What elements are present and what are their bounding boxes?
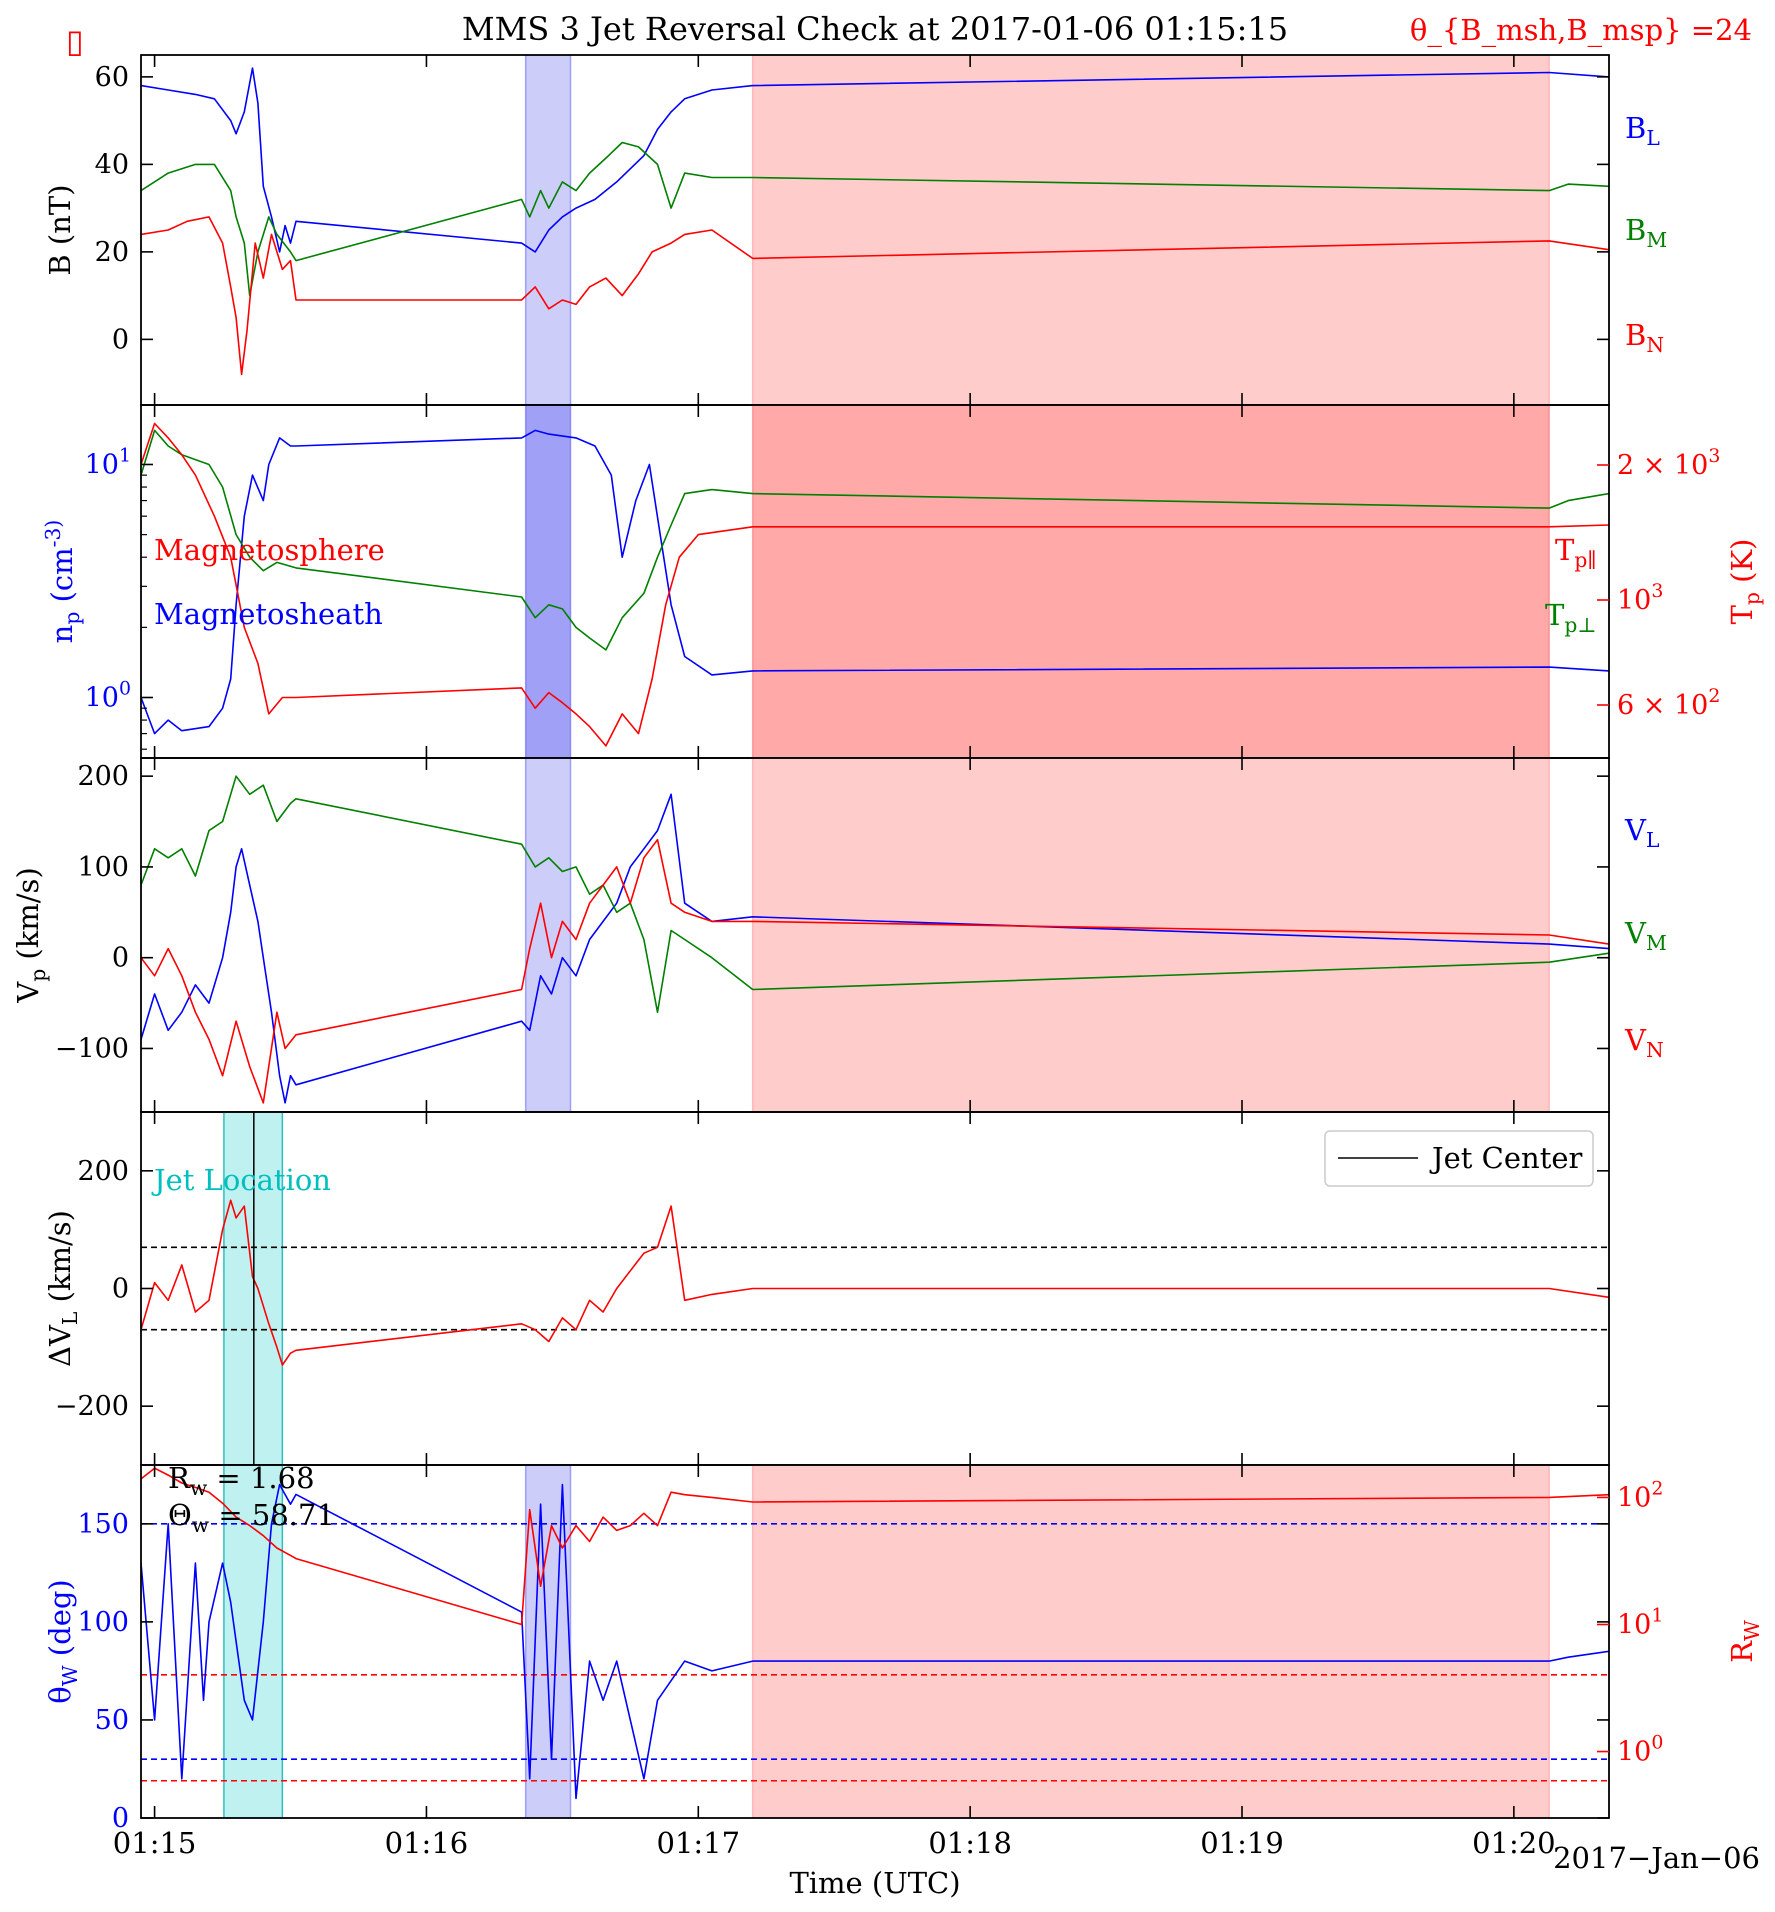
- annotation-thetaw: Θw = 58.71: [168, 1498, 335, 1537]
- annotation-rw: Rw = 1.68: [168, 1461, 315, 1500]
- y2-tick-label: 6 × 102: [1617, 685, 1720, 721]
- series-VL-line: [141, 1199, 1609, 1366]
- series-label-Tpar: Tp∥: [1555, 533, 1597, 572]
- top-left-glyph: ▯: [66, 22, 84, 60]
- y-tick-label: 0: [112, 324, 129, 355]
- x-axis-label: Time (UTC): [789, 1866, 960, 1900]
- y-axis-label: θW (deg): [43, 1579, 82, 1703]
- series-BN-line: [141, 216, 1609, 376]
- series-W-line: [141, 1483, 1609, 1800]
- x-tick-label: 01:15: [113, 1826, 197, 1860]
- series-label-VN: VN: [1624, 1023, 1664, 1062]
- y-tick-label: −200: [55, 1391, 129, 1422]
- shaded-interval: [751, 1465, 1550, 1818]
- plot-area: [141, 405, 1609, 758]
- panel-theta_R: 0 50 100 150 θW (deg) RW 100 101 102: [43, 1464, 1764, 1834]
- series-np-line: [141, 429, 1609, 735]
- shaded-interval: [524, 405, 572, 758]
- panel-n_T: 100 101 np (cm-3) Tp (K) 2 × 103 103 6 × 102: [41, 404, 1764, 759]
- x-tick-label: 01:18: [928, 1826, 1012, 1860]
- shaded-interval: [751, 55, 1550, 405]
- y-axis-label: Vp (km/s): [11, 867, 50, 1004]
- series-label-Tperp: Tp⊥: [1545, 598, 1596, 637]
- x-tick-label: 01:16: [385, 1826, 469, 1860]
- top-right-annotation: θ_{B_msh,B_msp} =24: [1410, 13, 1752, 48]
- panel-frame: [140, 1464, 1610, 1819]
- y-tick-label: 0: [112, 1274, 129, 1305]
- y-tick-label: 0: [112, 1803, 129, 1834]
- y-tick-label: 101: [85, 444, 131, 480]
- series-BM-line: [141, 141, 1609, 297]
- shaded-interval: [751, 405, 1550, 758]
- series-label-VL: VL: [1624, 813, 1659, 852]
- shaded-interval: [751, 758, 1550, 1112]
- panel-V: −100 0 100 200 Vp (km/s): [11, 757, 1610, 1113]
- x-tick-label: 01:19: [1200, 1826, 1284, 1860]
- y-tick-label: 100: [85, 678, 131, 714]
- plot-area: [141, 1465, 1609, 1818]
- y2-tick-label: 103: [1617, 580, 1663, 616]
- series-label-BN: BN: [1625, 318, 1664, 357]
- y-axis-label: np (cm-3): [41, 520, 84, 644]
- y2-tick-label: 102: [1617, 1477, 1663, 1513]
- y2-tick-label: 100: [1617, 1732, 1663, 1768]
- y-axis-label: ΔVL (km/s): [43, 1210, 82, 1367]
- y-tick-label: 150: [77, 1509, 129, 1540]
- y2-axis-label: Tp (K): [1725, 539, 1764, 625]
- plot-area: [141, 1112, 1609, 1465]
- annotation-magnetosheath: Magnetosheath: [154, 597, 383, 631]
- series-label-VM: VM: [1624, 916, 1667, 955]
- panels: 0 20 40 60 B (nT) 100 101 np (cm-3) Tp (K) 2 × 10…: [11, 54, 1764, 1860]
- y2-tick-label: 2 × 103: [1617, 445, 1720, 481]
- plot-area: [141, 55, 1609, 405]
- legend: Jet Center: [1324, 1130, 1594, 1187]
- y-tick-label: 0: [112, 943, 129, 974]
- date-label: 2017−Jan−06: [1553, 1841, 1760, 1875]
- series-label-BL: BL: [1625, 111, 1660, 150]
- x-tick-label: 01:17: [657, 1826, 741, 1860]
- y-tick-label: 200: [77, 761, 129, 792]
- y2-tick-label: 101: [1617, 1604, 1663, 1640]
- series-BL-line: [141, 67, 1609, 253]
- y-tick-label: 200: [77, 1156, 129, 1187]
- plot-area: [141, 758, 1609, 1112]
- y-tick-label: 100: [77, 852, 129, 883]
- series-Tp-line: [141, 422, 1609, 747]
- x-tick-label: 01:20: [1472, 1826, 1556, 1860]
- series-label-BM: BM: [1625, 213, 1667, 252]
- y2-axis-label: RW: [1725, 1620, 1764, 1663]
- y-tick-label: 100: [77, 1607, 129, 1638]
- jet-location-label: Jet Location: [151, 1163, 331, 1197]
- series-RW-line: [141, 1467, 1609, 1626]
- legend-label: Jet Center: [1429, 1141, 1583, 1175]
- y-tick-label: 50: [95, 1705, 129, 1736]
- y-tick-label: 20: [95, 237, 129, 268]
- y-axis-label: B (nT): [43, 184, 77, 275]
- series-VL-line: [141, 793, 1609, 1104]
- y-tick-label: 60: [95, 62, 129, 93]
- y-tick-label: 40: [95, 149, 129, 180]
- annotation-magnetosphere: Magnetosphere: [154, 533, 385, 567]
- legend-box: [1324, 1130, 1594, 1187]
- series-VM-line: [141, 775, 1609, 1013]
- figure-title: MMS 3 Jet Reversal Check at 2017-01-06 0…: [462, 10, 1288, 48]
- panel-B: 0 20 40 60 B (nT): [43, 54, 1610, 406]
- series-VN-line: [141, 838, 1609, 1104]
- series-Tp-line: [141, 429, 1609, 651]
- y-tick-label: −100: [55, 1033, 129, 1064]
